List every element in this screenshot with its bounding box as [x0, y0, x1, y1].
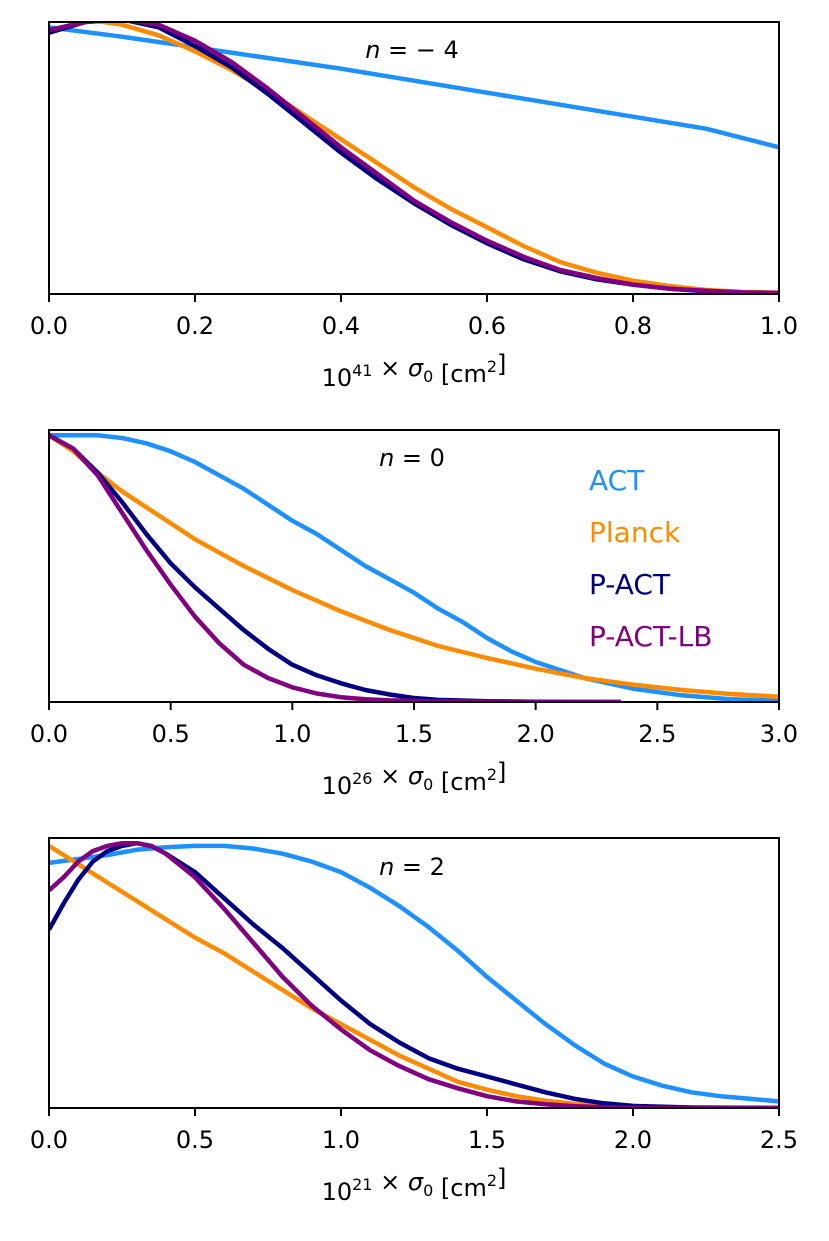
x-tick-label: 1.0 [273, 720, 311, 748]
series-line-4 [49, 22, 779, 294]
x-axis-label: 1026 × σ0 [cm2] [322, 758, 507, 800]
x-tick-label: 1.5 [395, 720, 433, 748]
x-tick-label: 1.0 [760, 312, 798, 340]
x-tick-label: 0.5 [176, 1126, 214, 1154]
x-tick-label: 0.4 [322, 312, 360, 340]
x-tick-label: 0.6 [468, 312, 506, 340]
x-tick-label: 2.0 [517, 720, 555, 748]
x-tick-label: 0.2 [176, 312, 214, 340]
x-tick-label: 1.5 [468, 1126, 506, 1154]
series-line-2 [49, 843, 779, 1108]
series-line-3 [49, 840, 779, 1108]
panel-title: n = 2 [379, 853, 445, 881]
series-line-1 [49, 843, 779, 1104]
x-tick-label: 3.0 [760, 720, 798, 748]
x-axis-label: 1041 × σ0 [cm2] [322, 350, 507, 392]
plot-frame [48, 21, 780, 295]
x-tick-label: 0.0 [30, 720, 68, 748]
series-line-4 [49, 840, 779, 1108]
legend-entry: ACT [589, 464, 645, 497]
x-axis-label: 1021 × σ0 [cm2] [322, 1164, 507, 1206]
panel-title: n = 0 [379, 444, 445, 472]
legend-entry: P-ACT-LB [589, 620, 712, 653]
series-line-1 [49, 25, 779, 150]
panel-3: 0.0 0.5 1.0 1.5 2.0 2.5 1021 × σ0 [cm2] n = 2 [30, 837, 798, 1206]
series-line-2 [49, 433, 779, 699]
x-tick-label: 0.0 [30, 1126, 68, 1154]
panel-2: 0.0 0.5 1.0 1.5 2.0 2.5 3.0 1026 × σ0 [cm2] n = … [30, 429, 798, 800]
x-tick-label: 0.8 [614, 312, 652, 340]
panel-1: 0.0 0.2 0.4 0.6 0.8 1.0 1041 × σ0 [cm2] n = − 4 [30, 21, 798, 392]
legend-entry: Planck [589, 516, 681, 549]
x-tick-label: 0.5 [152, 720, 190, 748]
plot-frame [48, 837, 780, 1109]
x-tick-label: 0.0 [30, 312, 68, 340]
legend-entry: P-ACT [589, 568, 671, 601]
panel-title: n = − 4 [365, 36, 459, 64]
x-tick-label: 2.5 [760, 1126, 798, 1154]
x-tick-label: 1.0 [322, 1126, 360, 1154]
x-tick-label: 2.5 [638, 720, 676, 748]
series-line-2 [88, 22, 779, 294]
x-tick-label: 2.0 [614, 1126, 652, 1154]
